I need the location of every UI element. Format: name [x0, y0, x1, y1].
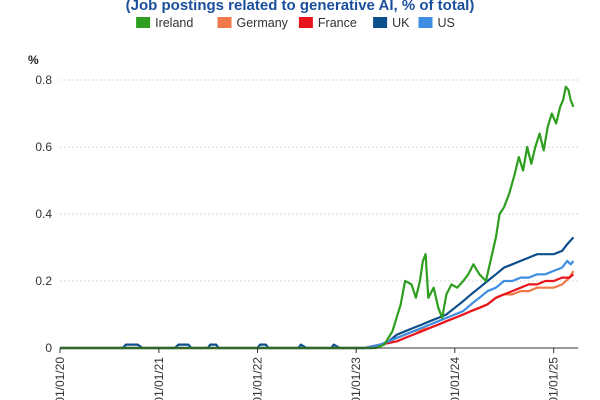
legend-label-us: US [438, 16, 455, 30]
x-tick-label: 01/01/24 [448, 357, 462, 400]
axes: 0 0.2 0.4 0.6 0.8 01/01/20 01/01/21 01/01/22 01/… [35, 73, 578, 400]
legend-label-ireland: Ireland [155, 16, 193, 30]
grid [60, 79, 578, 282]
x-tick-label: 01/01/21 [152, 357, 166, 400]
legend-swatch-us [418, 17, 433, 28]
chart-subtitle: (Job postings related to generative AI, … [126, 0, 475, 14]
x-tick-label: 01/01/22 [251, 357, 265, 400]
y-tick-label: 0.4 [35, 207, 52, 221]
y-tick-label: 0.2 [35, 274, 52, 288]
x-tick-label: 01/01/23 [349, 357, 363, 400]
legend-label-france: France [318, 16, 357, 30]
y-tick-label: 0.8 [35, 73, 52, 87]
legend-label-uk: UK [392, 16, 410, 30]
legend-swatch-germany [217, 17, 232, 28]
x-tick-label: 01/01/20 [53, 357, 67, 400]
y-tick-label: 0 [45, 341, 52, 355]
series-layer [60, 85, 575, 350]
series-line-france [60, 273, 575, 350]
x-tick-label: 01/01/25 [547, 357, 561, 400]
legend: Ireland Germany France UK US [136, 16, 455, 30]
legend-label-germany: Germany [237, 16, 289, 30]
y-tick-label: 0.6 [35, 140, 52, 154]
legend-swatch-ireland [136, 17, 151, 28]
legend-swatch-france [298, 17, 313, 28]
series-line-germany [60, 270, 575, 350]
series-line-uk [60, 236, 575, 350]
legend-swatch-uk [373, 17, 388, 28]
series-line-ireland [60, 85, 575, 350]
series-line-us [60, 259, 575, 350]
y-axis-unit-label: % [28, 53, 39, 67]
